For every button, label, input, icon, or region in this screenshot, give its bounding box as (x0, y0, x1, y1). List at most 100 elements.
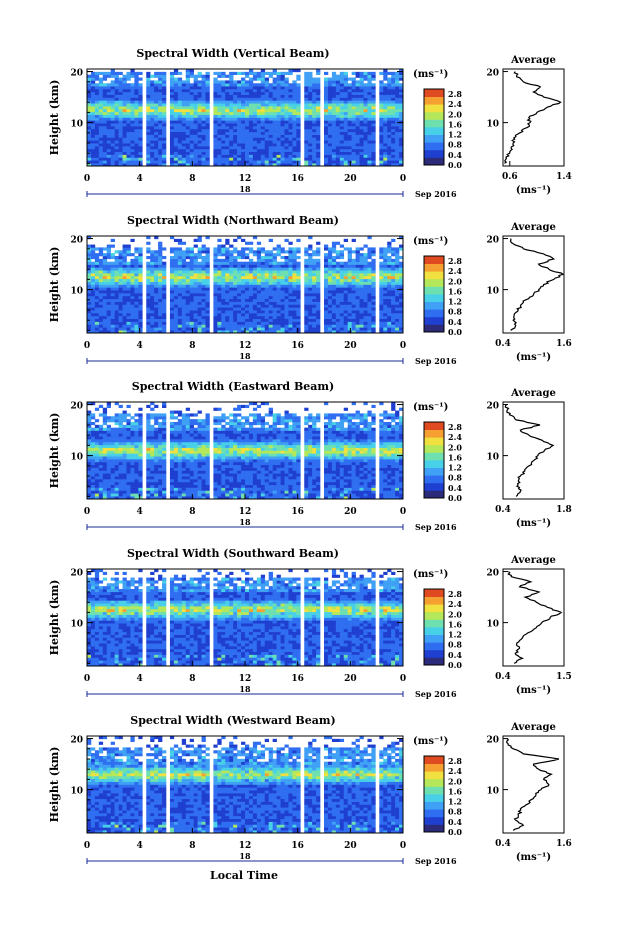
heatmap-cell (351, 143, 356, 147)
heatmap-cell (395, 137, 400, 141)
heatmap-cell (98, 487, 104, 491)
heatmap-cell (162, 120, 167, 124)
heatmap-cell (118, 473, 123, 477)
heatmap-cell (102, 114, 108, 118)
heatmap-cell (272, 137, 277, 141)
heatmap-cell (256, 86, 262, 90)
heatmap-cell (185, 315, 190, 320)
heatmap-cell (150, 123, 155, 127)
heatmap-cell (347, 108, 352, 113)
heatmap-cell (225, 321, 230, 325)
heatmap-cell (154, 97, 159, 101)
heatmap-cell (221, 321, 226, 325)
heatmap-cell (173, 69, 179, 73)
heatmap-cell (193, 88, 198, 93)
heatmap-cell (134, 111, 139, 115)
heatmap-cell (181, 327, 187, 331)
heatmap-cell (355, 137, 360, 141)
heatmap-cell (169, 146, 175, 150)
heatmap-cell (331, 293, 337, 297)
heatmap-cell (355, 258, 360, 262)
heatmap-cell (387, 86, 392, 90)
heatmap-cell (276, 244, 281, 248)
heatmap-cell (150, 97, 155, 101)
heatmap-cell (102, 493, 108, 497)
heatmap-cell (122, 140, 127, 144)
heatmap-cell (106, 126, 111, 130)
heatmap-cell (217, 131, 222, 135)
heatmap-cell (177, 97, 183, 101)
heatmap-cell (292, 134, 297, 138)
heatmap-cell (347, 270, 352, 274)
heatmap-cell (221, 270, 226, 274)
heatmap-cell (122, 117, 127, 121)
heatmap-cell (110, 74, 115, 78)
heatmap-cell (371, 151, 376, 155)
heatmap-cell (173, 255, 179, 260)
heatmap-cell (359, 108, 364, 113)
heatmap-cell (114, 298, 119, 302)
heatmap-cell (272, 77, 277, 81)
heatmap-cell (245, 86, 250, 90)
heatmap-cell (395, 324, 400, 328)
heatmap-cell (87, 91, 92, 95)
heatmap-cell (316, 71, 321, 76)
heatmap-cell (106, 416, 111, 420)
heatmap-cell (106, 484, 111, 488)
heatmap-cell (308, 146, 313, 150)
heatmap-cell (118, 419, 123, 423)
heatmap-cell (122, 114, 127, 118)
heatmap-cell (229, 298, 234, 302)
heatmap-cell (288, 128, 293, 133)
heatmap-cell (90, 321, 96, 325)
heatmap-cell (233, 86, 238, 90)
heatmap-cell (181, 108, 187, 113)
heatmap-cell (245, 123, 250, 127)
heatmap-cell (197, 298, 202, 302)
heatmap-cell (110, 151, 115, 155)
heatmap-cell (363, 270, 368, 274)
heatmap-cell (110, 86, 115, 90)
heatmap-cell (106, 487, 111, 491)
heatmap-cell (241, 91, 246, 95)
heatmap-cell (193, 126, 198, 130)
heatmap-cell (185, 261, 190, 265)
heatmap-cell (138, 324, 143, 328)
heatmap-cell (355, 250, 360, 254)
heatmap-cell (110, 324, 115, 328)
heatmap-cell (154, 281, 159, 285)
heatmap-cell (312, 131, 317, 135)
heatmap-cell (162, 74, 167, 78)
heatmap-cell (379, 140, 384, 144)
heatmap-cell (347, 83, 352, 87)
heatmap-cell (264, 137, 269, 141)
heatmap-cell (288, 313, 293, 317)
heatmap-cell (162, 117, 167, 121)
heatmap-cell (268, 111, 273, 115)
heatmap-cell (114, 304, 119, 308)
heatmap-cell (391, 327, 396, 331)
heatmap-cell (363, 301, 368, 305)
heatmap-cell (256, 77, 262, 81)
heatmap-cell (90, 267, 96, 271)
heatmap-cell (126, 264, 131, 268)
heatmap-cell (197, 103, 202, 107)
heatmap-cell (106, 151, 111, 155)
heatmap-cell (379, 126, 384, 130)
heatmap-cell (304, 298, 309, 302)
heatmap-cell (316, 267, 321, 271)
heatmap-cell (383, 310, 388, 314)
heatmap-cell (197, 111, 202, 115)
heatmap-cell (189, 88, 194, 93)
heatmap-cell (229, 134, 234, 138)
heatmap-cell (327, 284, 333, 288)
heatmap-cell (102, 441, 108, 446)
heatmap-cell (177, 163, 183, 167)
heatmap-cell (272, 146, 277, 150)
heatmap-cell (355, 287, 360, 291)
heatmap-cell (146, 327, 151, 331)
heatmap-cell (347, 146, 352, 150)
heatmap-cell (130, 137, 135, 141)
heatmap-cell (256, 270, 262, 274)
heatmap-cell (138, 148, 143, 153)
